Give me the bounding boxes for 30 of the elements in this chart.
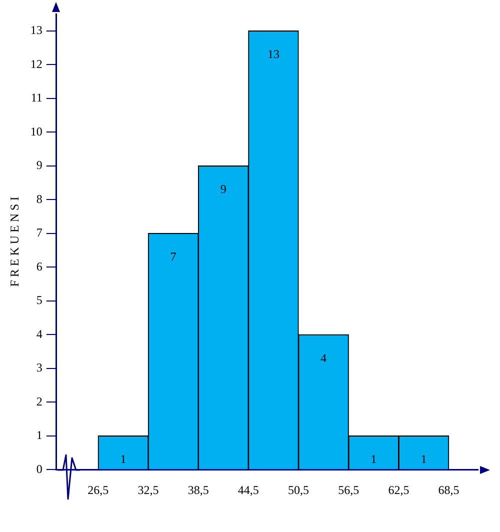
x-tick-label: 50,5	[288, 482, 310, 497]
x-tick-label: 56,5	[338, 482, 360, 497]
y-axis-title: F R E K U E N S I	[7, 196, 22, 287]
x-tick-label: 68,5	[438, 482, 460, 497]
x-tick-label: 62,5	[388, 482, 410, 497]
y-tick-label: 2	[36, 394, 42, 408]
y-tick-label: 11	[30, 90, 42, 105]
y-tick-label: 5	[36, 293, 42, 308]
data-label: 7	[170, 250, 176, 264]
y-tick-label: 12	[30, 56, 42, 71]
y-tick-label: 3	[36, 360, 42, 375]
x-tick-label: 44,5	[238, 482, 259, 497]
data-label: 13	[267, 47, 280, 62]
data-label: 9	[220, 182, 226, 196]
x-tick-label: 32,5	[138, 482, 159, 497]
x-tick-label: 38,5	[188, 482, 209, 497]
y-tick-label: 13	[30, 23, 42, 38]
data-label: 4	[320, 350, 327, 365]
data-label: 1	[120, 452, 126, 466]
y-tick-label: 4	[36, 326, 42, 341]
y-tick-label: 0	[36, 462, 42, 476]
y-tick-label: 9	[36, 158, 42, 172]
x-tick-label: 26,5	[88, 482, 109, 497]
data-label: 1	[420, 452, 427, 466]
y-tick-label: 1	[36, 428, 42, 442]
y-tick-label: 7	[36, 226, 42, 240]
data-label: 1	[370, 452, 377, 466]
y-tick-label: 6	[36, 259, 42, 274]
y-tick-label: 10	[30, 124, 42, 138]
y-tick-label: 8	[36, 192, 42, 206]
